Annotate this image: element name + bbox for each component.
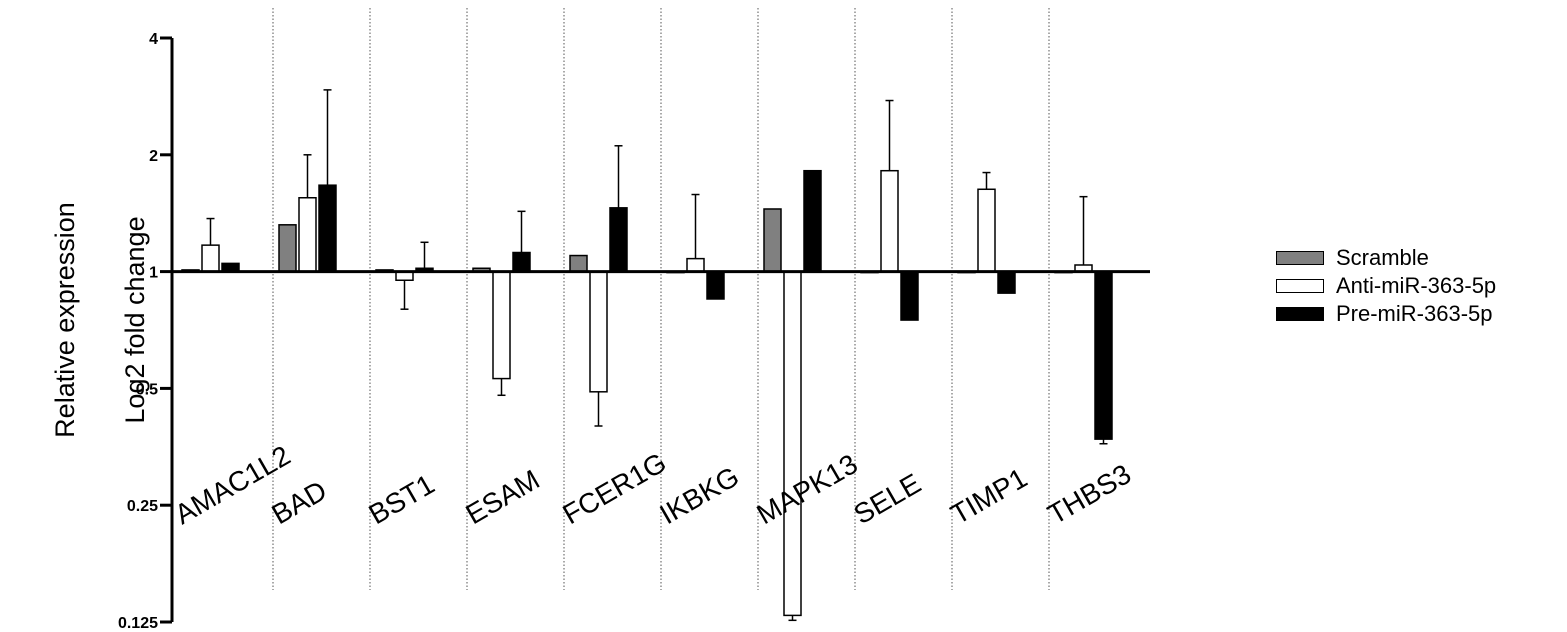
legend-swatch-scramble: [1276, 251, 1324, 265]
category-label: BAD: [267, 475, 332, 531]
bar-pre-mir-363-5p-thbs3: [1094, 270, 1113, 440]
bar-anti-mir-363-5p-ikbkg: [686, 257, 705, 273]
bar-anti-mir-363-5p-sele: [880, 169, 899, 273]
category-label: TIMP1: [946, 462, 1033, 530]
bar-scramble-bad: [278, 224, 297, 273]
bar-anti-mir-363-5p-esam: [492, 270, 511, 380]
legend: Scramble Anti-miR-363-5p Pre-miR-363-5p: [1276, 244, 1496, 328]
error-bars-group: [206, 89, 1108, 622]
legend-label-scramble: Scramble: [1336, 245, 1429, 270]
bar-pre-mir-363-5p-sele: [900, 270, 919, 321]
legend-label-anti-mir: Anti-miR-363-5p: [1336, 273, 1497, 298]
category-label: ESAM: [461, 464, 545, 531]
bars-group: [181, 169, 1113, 617]
y-tick-label: 1: [149, 265, 158, 282]
legend-swatch-anti-mir: [1276, 279, 1324, 293]
bar-anti-mir-363-5p-mapk13: [783, 270, 802, 617]
legend-item-scramble: Scramble: [1276, 244, 1496, 272]
legend-swatch-pre-mir: [1276, 307, 1324, 321]
legend-item-pre-mir: Pre-miR-363-5p: [1276, 300, 1496, 328]
category-label: FCER1G: [558, 447, 672, 531]
category-label: THBS3: [1043, 458, 1137, 530]
bar-anti-mir-363-5p-amac1l2: [201, 244, 220, 273]
category-label: MAPK13: [752, 448, 863, 530]
bar-anti-mir-363-5p-fcer1g: [589, 270, 608, 393]
bar-pre-mir-363-5p-bad: [318, 184, 337, 273]
category-label: SELE: [849, 468, 927, 531]
legend-label-pre-mir: Pre-miR-363-5p: [1336, 301, 1493, 326]
y-tick-label: 0.5: [136, 381, 158, 398]
bar-pre-mir-363-5p-esam: [512, 251, 531, 273]
y-tick-label: 2: [149, 148, 158, 165]
y-axis-title-line-2: Log2 fold change: [120, 216, 150, 424]
y-axis: 0.125 0.25 0.5 1 2 4: [118, 31, 174, 632]
category-label: BST1: [364, 468, 440, 530]
bar-scramble-mapk13: [763, 208, 782, 273]
bar-scramble-fcer1g: [569, 254, 588, 273]
legend-item-anti-mir: Anti-miR-363-5p: [1276, 272, 1496, 300]
y-tick-label: 0.125: [118, 615, 158, 632]
bar-anti-mir-363-5p-bad: [298, 197, 317, 273]
bar-anti-mir-363-5p-timp1: [977, 188, 996, 273]
bar-pre-mir-363-5p-ikbkg: [706, 270, 725, 300]
bar-pre-mir-363-5p-timp1: [997, 270, 1016, 294]
y-tick-label: 0.25: [127, 498, 158, 515]
bar-pre-mir-363-5p-fcer1g: [609, 207, 628, 273]
category-separators: [272, 8, 1050, 590]
y-axis-title-line-1: Relative expression: [50, 202, 80, 438]
bar-pre-mir-363-5p-mapk13: [803, 169, 822, 273]
y-tick-label: 4: [149, 31, 158, 48]
